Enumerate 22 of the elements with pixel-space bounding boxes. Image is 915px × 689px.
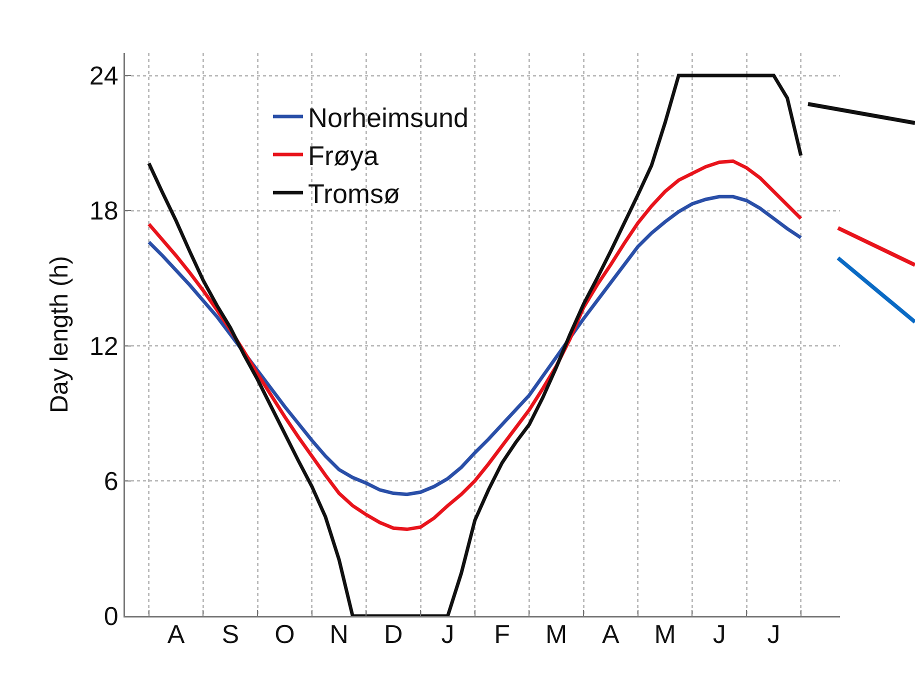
y-tick-label: 12 (89, 330, 118, 361)
x-tick-label: A (167, 619, 186, 649)
x-tick-label: N (330, 619, 348, 649)
x-tick-label: A (602, 619, 620, 649)
line-series (147, 74, 803, 616)
legend-label: Tromsø (308, 179, 400, 210)
x-tick-label: M (654, 619, 676, 649)
x-tick-label: J (767, 619, 780, 649)
legend-label: Frøya (308, 141, 380, 172)
y-tick-label: 6 (104, 466, 118, 496)
y-tick-label: 18 (89, 196, 118, 226)
y-tick-label: 0 (104, 601, 118, 632)
x-tick-label: D (384, 619, 403, 649)
y-axis-title: Day length (h) (45, 256, 74, 414)
y-tick-label: 24 (89, 60, 118, 91)
x-tick-label: S (222, 619, 240, 649)
x-tick-label: J (712, 619, 726, 649)
x-tick-label: M (546, 619, 568, 649)
x-tick-label: O (274, 619, 295, 649)
legend-label: Norheimsund (308, 102, 469, 133)
x-tick-label: F (494, 619, 510, 649)
x-tick-label: J (441, 619, 454, 649)
